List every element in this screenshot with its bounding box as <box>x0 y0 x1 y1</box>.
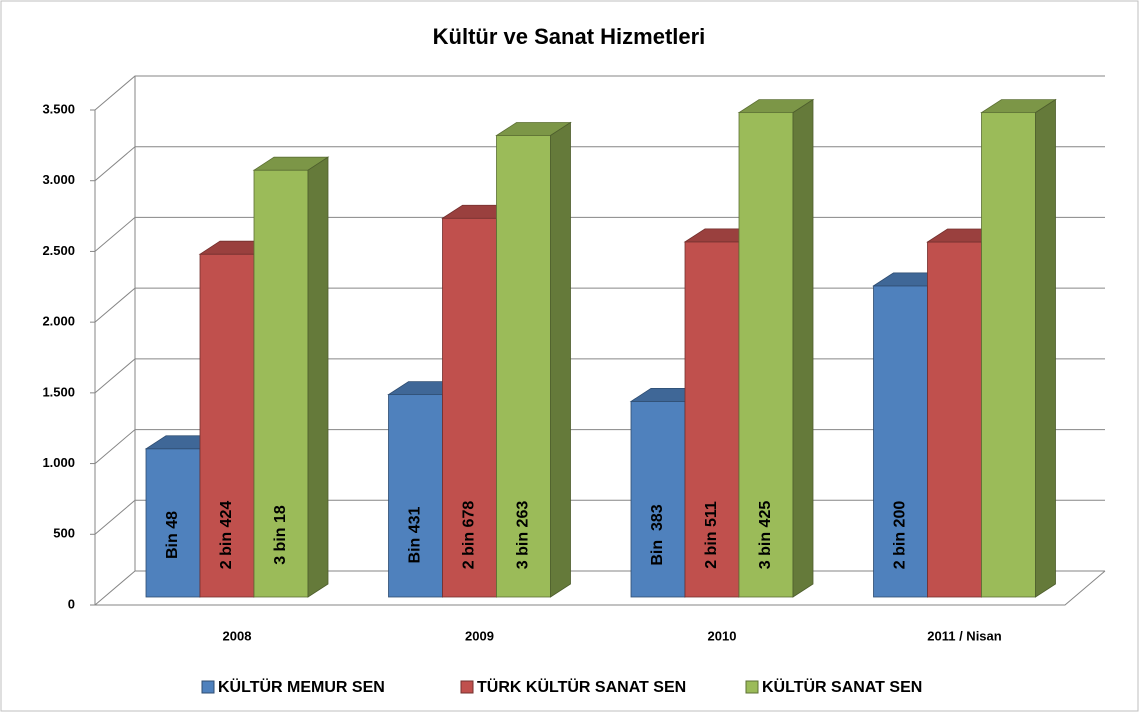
data-label: 3 bin 425 <box>757 501 774 570</box>
bar <box>981 112 1036 598</box>
bar <box>630 401 686 598</box>
bar <box>145 448 201 598</box>
data-label: Bin 48 <box>164 511 181 559</box>
data-label: 3 bin 18 <box>272 505 289 565</box>
x-tick-label: 2008 <box>223 628 252 643</box>
bar <box>873 285 928 598</box>
data-label: 2 bin 200 <box>892 501 909 570</box>
bar-side <box>307 156 329 598</box>
bar <box>253 169 309 598</box>
y-tick-label: 500 <box>53 526 75 541</box>
y-tick-label: 2.000 <box>42 314 75 329</box>
data-label: 3 bin 263 <box>515 501 532 570</box>
y-tick-label: 2.500 <box>42 243 75 258</box>
data-label: 2 bin 511 <box>703 501 720 569</box>
legend-label: TÜRK KÜLTÜR SANAT SEN <box>477 677 686 696</box>
x-tick-label: 2011 / Nisan <box>927 628 1001 643</box>
legend-swatch <box>745 680 759 694</box>
chart-title: Kültür ve Sanat Hizmetleri <box>433 24 706 49</box>
bar-side <box>1035 98 1056 598</box>
bar <box>927 241 982 598</box>
legend-label: KÜLTÜR MEMUR SEN <box>218 677 385 696</box>
bar <box>388 394 443 598</box>
data-label: Bin 431 <box>407 506 424 563</box>
legend-swatch <box>201 680 215 694</box>
legend-swatch <box>460 680 474 694</box>
x-tick-label: 2010 <box>708 628 737 643</box>
bar-side <box>550 121 571 598</box>
floor <box>95 570 1106 606</box>
y-tick-label: 3.500 <box>42 101 75 116</box>
bar <box>684 241 740 598</box>
y-tick-label: 3.000 <box>42 172 75 187</box>
x-tick-label: 2009 <box>465 628 494 643</box>
y-tick-label: 1.000 <box>42 455 75 470</box>
data-label: Bin 383 <box>649 504 666 565</box>
legend-label: KÜLTÜR SANAT SEN <box>762 677 922 696</box>
y-tick-label: 0 <box>68 596 75 611</box>
data-label: 2 bin 424 <box>218 501 235 570</box>
y-tick-label: 1.500 <box>42 384 75 399</box>
bar-side <box>792 98 814 598</box>
bar <box>738 112 794 598</box>
bar <box>199 253 255 598</box>
data-label: 2 bin 678 <box>461 501 478 570</box>
bar <box>442 217 497 598</box>
